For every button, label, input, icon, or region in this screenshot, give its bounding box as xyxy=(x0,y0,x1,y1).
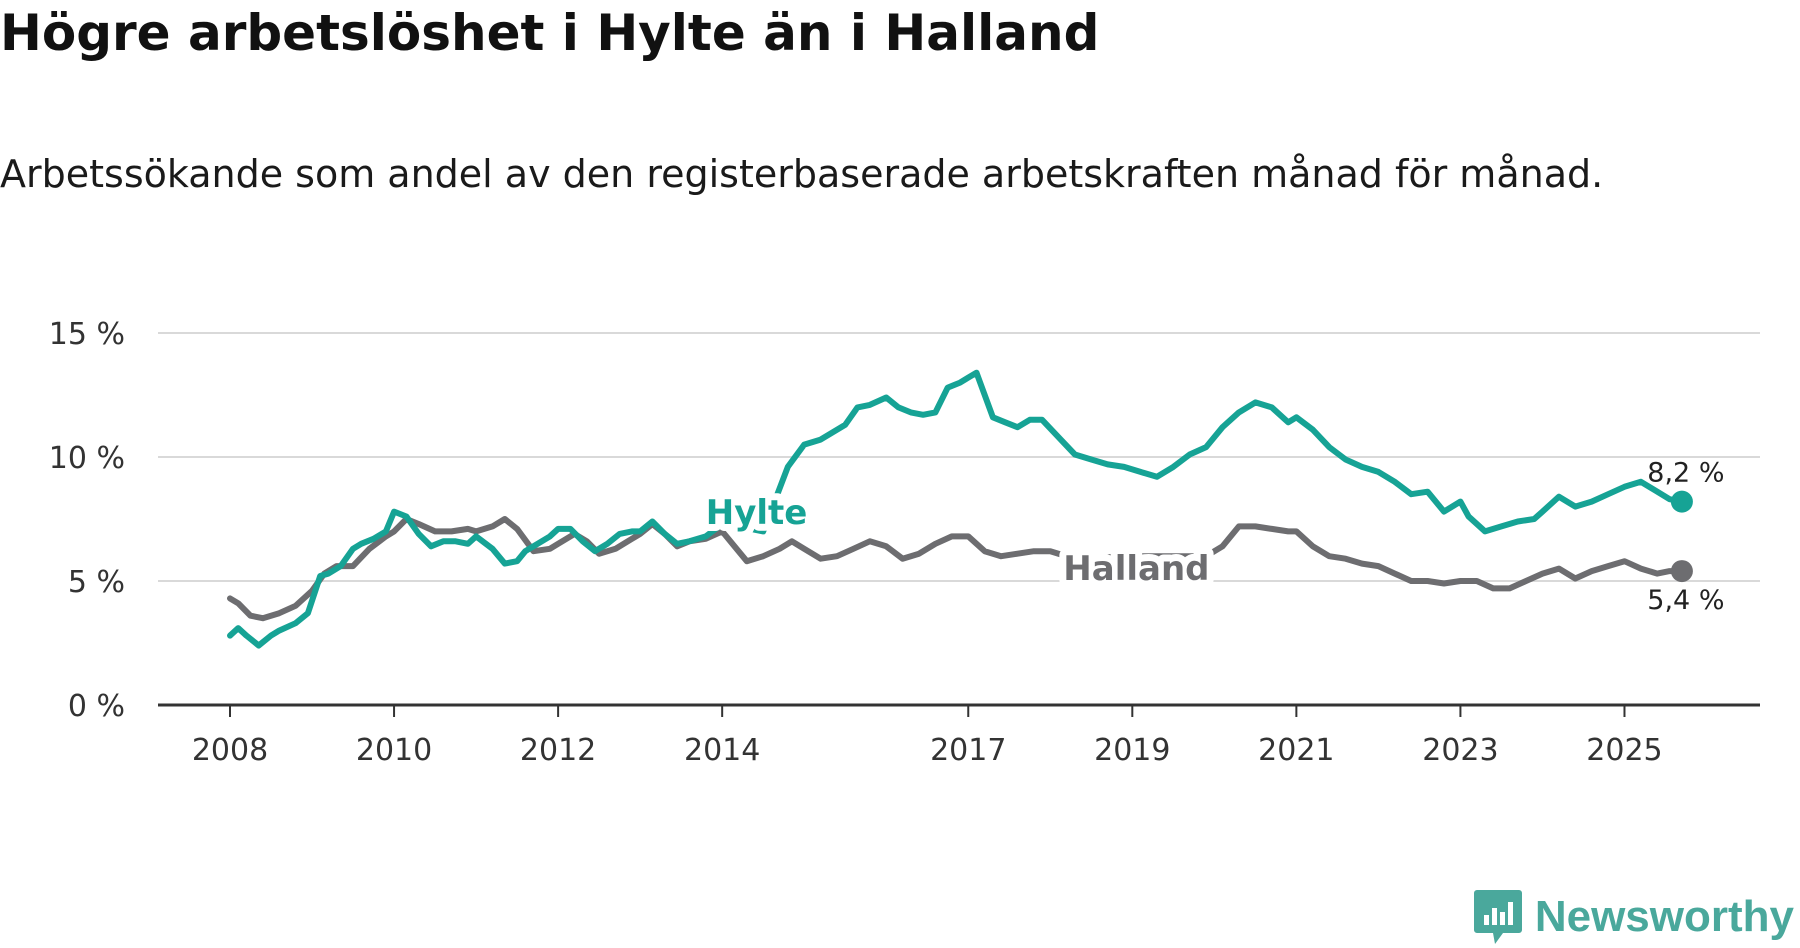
y-axis-ticks: 0 % 5 % 10 % 15 % xyxy=(49,317,125,724)
chart-subtitle: Arbetssökande som andel av den registerb… xyxy=(0,152,1604,196)
x-tick-label: 2025 xyxy=(1586,733,1662,768)
series-line-halland xyxy=(227,516,1685,622)
series-label-halo-halland: Halland xyxy=(1063,549,1209,589)
x-tick-label: 2019 xyxy=(1094,733,1170,768)
x-tick-label: 2017 xyxy=(930,733,1006,768)
brand-name: Newsworthy xyxy=(1534,892,1794,941)
gridlines xyxy=(158,332,1760,582)
series-label-halland: Halland xyxy=(1063,549,1209,589)
end-label-hylte: 8,2 % xyxy=(1647,458,1724,489)
series-line-hylte xyxy=(227,369,1685,649)
y-tick-label: 0 % xyxy=(68,689,125,724)
newsworthy-logo: Newsworthy xyxy=(1473,888,1794,946)
end-marker-hylte xyxy=(1670,490,1693,513)
x-tick-label: 2010 xyxy=(356,733,432,768)
x-tick-label: 2023 xyxy=(1422,733,1498,768)
y-tick-label: 15 % xyxy=(49,317,125,352)
y-tick-label: 5 % xyxy=(68,565,125,600)
x-tick-label: 2014 xyxy=(684,733,760,768)
x-tick-label: 2012 xyxy=(520,733,596,768)
series-label-halo-hylte: Hylte xyxy=(706,493,808,533)
series-lines xyxy=(227,369,1693,649)
end-marker-halland xyxy=(1670,560,1693,583)
x-tick-label: 2021 xyxy=(1258,733,1334,768)
x-axis: 2008 2010 2012 2014 2017 2019 2021 2023 2025 xyxy=(158,703,1760,768)
end-label-halland: 5,4 % xyxy=(1647,585,1724,616)
x-tick-label: 2008 xyxy=(192,733,268,768)
y-tick-label: 10 % xyxy=(49,441,125,476)
chart-title: Högre arbetslöshet i Hylte än i Halland xyxy=(0,4,1100,62)
series-label-hylte: Hylte xyxy=(706,493,808,533)
newsworthy-icon xyxy=(1473,890,1522,944)
